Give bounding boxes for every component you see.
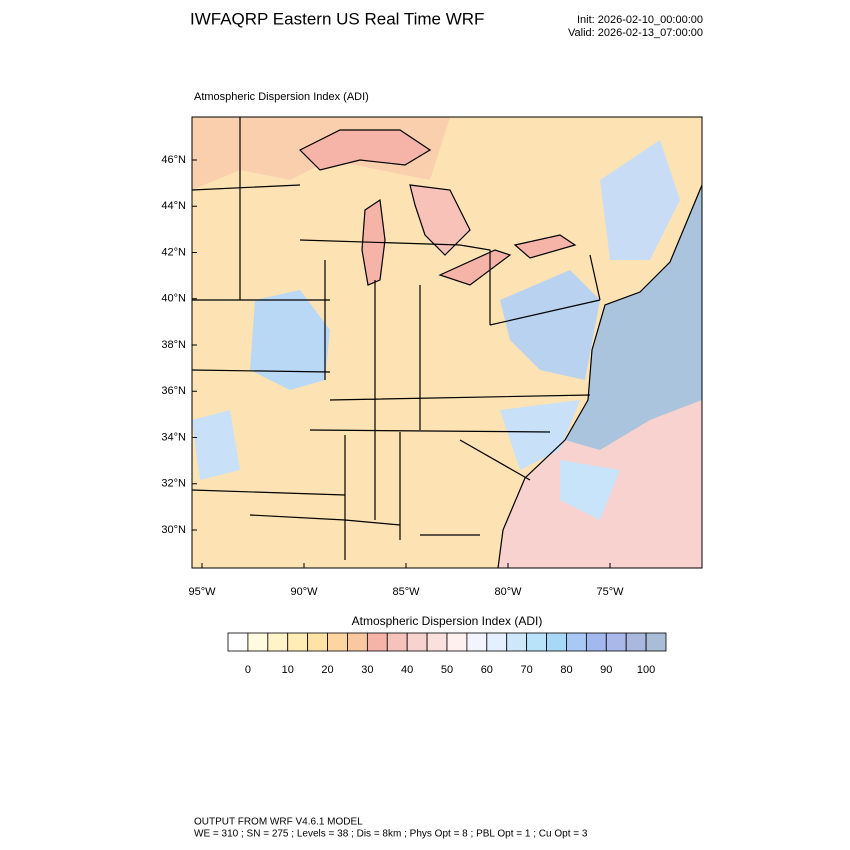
valid-time: Valid: 2026-02-13_07:00:00 <box>568 27 703 39</box>
lon-label: 85°W <box>392 586 420 598</box>
colorbar-box <box>267 632 289 652</box>
colorbar-label: 50 <box>441 664 453 676</box>
colorbar-box <box>526 632 547 652</box>
init-time: Init: 2026-02-10_00:00:00 <box>577 14 703 26</box>
map-subtitle: Atmospheric Dispersion Index (ADI) <box>194 91 369 103</box>
map <box>192 117 702 568</box>
colorbar-box <box>585 632 607 652</box>
lon-label: 75°W <box>596 586 624 598</box>
colorbar-box <box>366 632 388 652</box>
footer-line: WE = 310 ; SN = 275 ; Levels = 38 ; Dis … <box>194 829 588 840</box>
lat-label: 30°N <box>161 524 186 536</box>
colorbar-box <box>327 632 348 652</box>
colorbar-label: 60 <box>481 664 493 676</box>
lon-label: 95°W <box>188 586 216 598</box>
title: IWFAQRP Eastern US Real Time WRF <box>190 9 484 28</box>
colorbar-box <box>605 632 627 652</box>
colorbar-box <box>227 632 249 652</box>
colorbar-box <box>546 632 567 652</box>
lat-label: 32°N <box>161 478 186 490</box>
colorbar-box <box>645 632 667 652</box>
colorbar-label: 100 <box>637 664 655 676</box>
colorbar-box <box>386 632 408 652</box>
lat-label: 38°N <box>161 339 186 351</box>
colorbar-box <box>307 632 328 652</box>
lat-label: 42°N <box>161 246 186 258</box>
lat-label: 36°N <box>161 385 186 397</box>
lon-label: 90°W <box>290 586 318 598</box>
colorbar-title: Atmospheric Dispersion Index (ADI) <box>352 614 543 628</box>
colorbar-box <box>625 632 647 652</box>
colorbar-box <box>486 632 508 652</box>
colorbar-label: 70 <box>521 664 533 676</box>
colorbar-box <box>287 632 309 652</box>
colorbar-label: 20 <box>321 664 333 676</box>
colorbar-box <box>566 632 587 652</box>
lat-label: 34°N <box>161 431 186 443</box>
colorbar-box <box>426 632 448 652</box>
lat-label: 46°N <box>161 154 186 166</box>
colorbar-box <box>506 632 528 652</box>
colorbar-label: 90 <box>600 664 612 676</box>
colorbar-label: 40 <box>401 664 413 676</box>
colorbar-label: 10 <box>282 664 294 676</box>
colorbar-box <box>406 632 428 652</box>
colorbar-label: 80 <box>560 664 572 676</box>
colorbar-box <box>446 632 468 652</box>
colorbar-box <box>347 632 368 652</box>
colorbar-label: 30 <box>361 664 373 676</box>
footer-line: OUTPUT FROM WRF V4.6.1 MODEL <box>194 817 363 828</box>
map-frame <box>191 116 703 569</box>
lat-label: 40°N <box>161 293 186 305</box>
lat-label: 44°N <box>161 200 186 212</box>
colorbar-box <box>247 632 269 652</box>
colorbar-label: 0 <box>245 664 251 676</box>
colorbar-box <box>466 632 488 652</box>
lon-label: 80°W <box>494 586 522 598</box>
